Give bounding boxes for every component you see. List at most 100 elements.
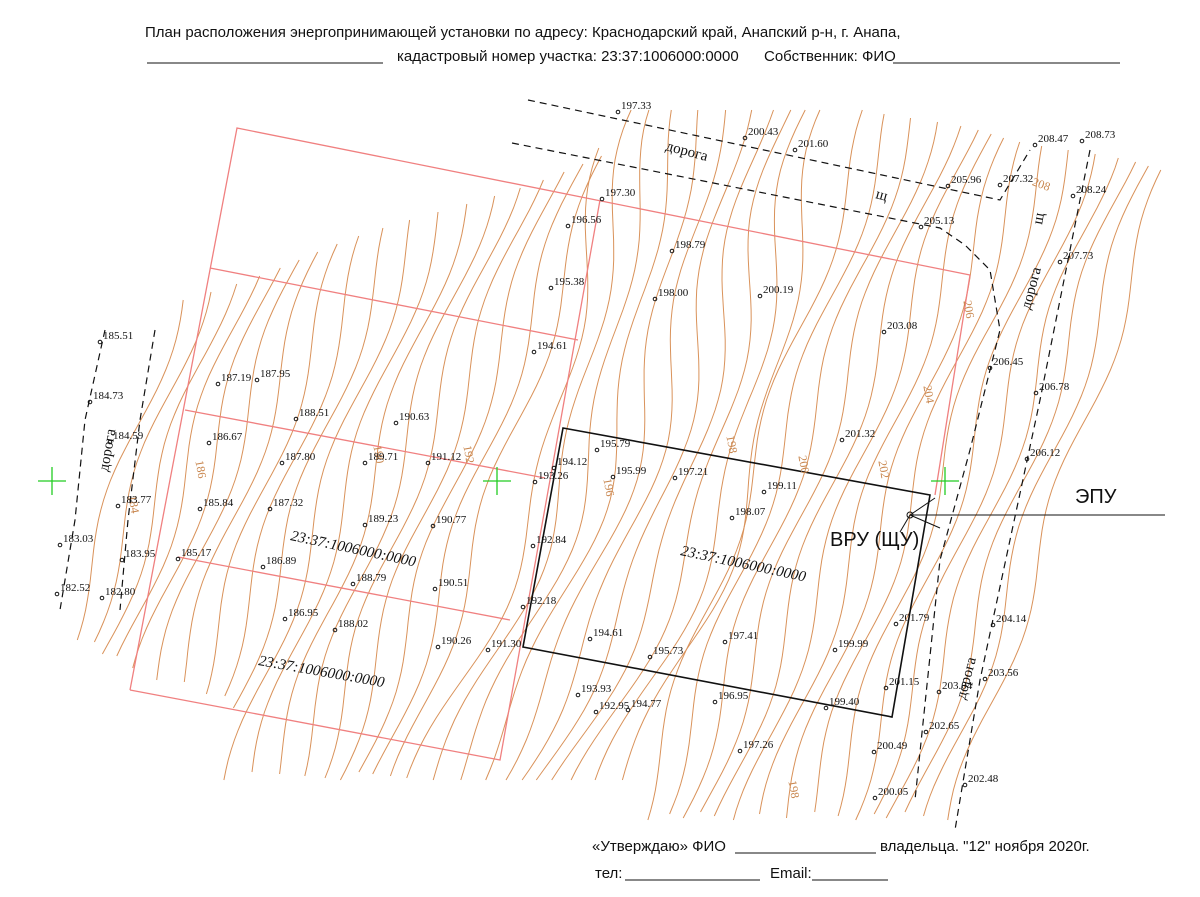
- road-label: дорога: [96, 427, 119, 472]
- elevation-label: 183.77: [121, 494, 152, 506]
- elevation-label: 202.48: [968, 773, 999, 785]
- elevation-label: 190.63: [399, 411, 430, 423]
- contour-line: [682, 117, 911, 819]
- elevation-label: 200.19: [763, 284, 794, 296]
- elevation-dot: [962, 782, 968, 788]
- elevation-label: 190.26: [441, 635, 472, 647]
- elevation-dot: [883, 685, 889, 691]
- parcel-label: 23:37:1006000:0000: [679, 543, 808, 585]
- elevation-dot: [757, 293, 763, 299]
- elevation-label: 191.12: [431, 451, 461, 463]
- elevation-label: 184.73: [93, 390, 124, 402]
- parcel-label: 23:37:1006000:0000: [257, 653, 386, 691]
- elevation-dot: [548, 285, 554, 291]
- elevation-label: 208.47: [1038, 133, 1069, 145]
- contour-line: [594, 109, 806, 781]
- parcel-outline: [129, 127, 971, 691]
- elevation-dot: [871, 749, 877, 755]
- elevation-dot: [551, 465, 557, 471]
- elevation-label: 189.71: [368, 451, 398, 463]
- elevation-dot: [430, 523, 436, 529]
- elevation-dot: [610, 474, 616, 480]
- elevation-dot: [520, 604, 526, 610]
- road-edge: [511, 142, 1001, 801]
- elevation-label: 182.52: [60, 582, 90, 594]
- elevation-label: 202.65: [929, 720, 960, 732]
- contour-label: 184: [125, 494, 142, 514]
- elevation-label: 185.51: [103, 330, 133, 342]
- elevation-dot: [1032, 142, 1038, 148]
- contour-line: [339, 179, 544, 781]
- elevation-label: 187.95: [260, 368, 291, 380]
- parcel-boundaries: [129, 127, 971, 761]
- elevation-dot: [839, 437, 845, 443]
- elevation-label: 197.26: [743, 739, 774, 751]
- contour-label: 198: [723, 434, 740, 454]
- elevation-dot: [923, 729, 929, 735]
- contour-line: [521, 109, 727, 781]
- elevation-dot: [350, 581, 356, 587]
- elevation-dot: [99, 595, 105, 601]
- road-edge: [954, 149, 1091, 831]
- contour-line: [535, 109, 753, 781]
- underlines: [147, 62, 1120, 881]
- elevation-dot: [1057, 259, 1063, 265]
- header-cadastral: кадастровый номер участка: 23:37:1006000…: [397, 48, 739, 65]
- elevation-label: 205.96: [951, 174, 982, 186]
- footer-approve: «Утверждаю» ФИО: [592, 838, 726, 855]
- contour-line: [406, 147, 600, 779]
- footer-phone: тел:: [595, 865, 622, 882]
- elevation-dot: [737, 748, 743, 754]
- elevation-label: 188.51: [299, 407, 329, 419]
- elevation-dot: [254, 377, 260, 383]
- elevation-dot: [594, 447, 600, 453]
- elevation-label: 193.93: [581, 683, 612, 695]
- contour-label: 196: [600, 477, 617, 497]
- contour-line: [647, 109, 863, 821]
- elevation-dot: [432, 586, 438, 592]
- contour-line: [116, 275, 261, 657]
- elevation-dot: [175, 556, 181, 562]
- elevation-label: 197.33: [621, 100, 652, 112]
- elevation-dot: [57, 542, 63, 548]
- leader-line: [909, 497, 936, 516]
- elevation-label: 182.80: [105, 586, 136, 598]
- contour-line: [786, 137, 1005, 819]
- contour-line: [700, 121, 938, 813]
- elevation-dot: [872, 795, 878, 801]
- elevation-dot: [425, 460, 431, 466]
- elevation-dot: [332, 627, 338, 633]
- elevation-dot: [565, 223, 571, 229]
- contour-line: [224, 235, 360, 697]
- elevation-label: 183.03: [63, 533, 94, 545]
- elevation-label: 208.73: [1085, 129, 1116, 141]
- contour-line: [183, 251, 319, 683]
- elevation-points: 197.33 200.43 201.60 208.47 208.73 205.96 207.…: [54, 100, 1116, 801]
- contour-line: [570, 109, 792, 781]
- header-title: План расположения энергопринимающей уста…: [145, 24, 901, 41]
- elevation-dot: [54, 591, 60, 597]
- elevation-dot: [997, 182, 1003, 188]
- elevation-label: 192.84: [536, 534, 567, 546]
- contours: [76, 109, 1162, 821]
- elevation-dot: [669, 248, 675, 254]
- elevation-dot: [761, 489, 767, 495]
- parcel-line: [184, 409, 546, 479]
- elevation-label: 191.30: [491, 638, 522, 650]
- elevation-label: 203.04: [942, 680, 973, 692]
- contour-line: [873, 153, 1096, 815]
- elevation-dot: [945, 183, 951, 189]
- elevation-dot: [115, 503, 121, 509]
- elevation-dot: [215, 381, 221, 387]
- elevation-label: 197.41: [728, 630, 758, 642]
- road-label: дорога: [664, 138, 710, 165]
- elevation-label: 198.79: [675, 239, 706, 251]
- elevation-label: 200.43: [748, 126, 779, 138]
- elevation-dot: [792, 147, 798, 153]
- elevation-dot: [531, 349, 537, 355]
- elevation-dot: [97, 339, 103, 345]
- elevation-label: 194.77: [631, 698, 662, 710]
- epu-point: [906, 511, 914, 519]
- elevation-label: 186.95: [288, 607, 319, 619]
